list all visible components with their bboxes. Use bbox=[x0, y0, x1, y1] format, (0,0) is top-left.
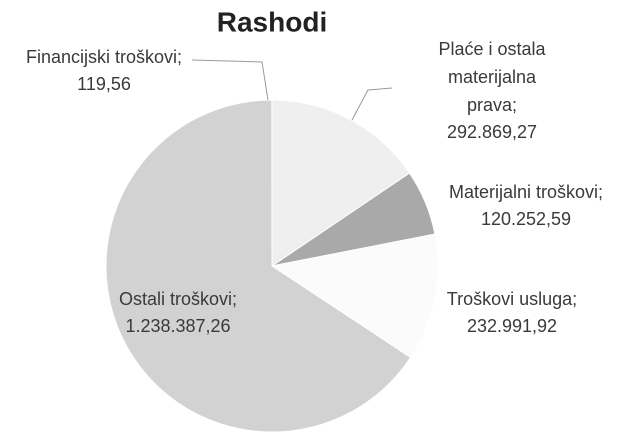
data-label: Financijski troškovi; 119,56 bbox=[26, 47, 182, 94]
value-label: 292.869,27 bbox=[447, 122, 537, 142]
value-label: 1.238.387,26 bbox=[125, 316, 230, 336]
label-line: Ostali troškovi; bbox=[119, 289, 237, 309]
pie bbox=[105, 99, 439, 433]
chart-title: Rashodi bbox=[217, 6, 327, 37]
data-label: Materijalni troškovi; 120.252,59 bbox=[449, 182, 603, 229]
category-label: Financijski troškovi; bbox=[26, 47, 182, 67]
pie-slice bbox=[270, 233, 439, 359]
data-label: Ostali troškovi; 1.238.387,26 bbox=[119, 289, 237, 336]
value-label: 119,56 bbox=[77, 74, 131, 94]
label-line: materijalna bbox=[448, 67, 537, 87]
label-line: Plaće i ostala bbox=[438, 39, 546, 59]
leader-line bbox=[191, 59, 269, 101]
value-label: 232.991,92 bbox=[467, 316, 557, 336]
leader-line bbox=[351, 87, 393, 121]
category-label: Materijalni troškovi; bbox=[449, 182, 603, 202]
label-line: Financijski troškovi; bbox=[26, 47, 182, 67]
data-label: Troškovi usluga; 232.991,92 bbox=[447, 289, 577, 336]
label-line: prava; bbox=[467, 95, 517, 115]
category-label: Troškovi usluga; bbox=[447, 289, 577, 309]
pie-slice bbox=[105, 99, 412, 433]
category-label: Ostali troškovi; bbox=[119, 289, 237, 309]
data-labels: Plaće i ostala materijalna prava; 292.869,2… bbox=[26, 39, 603, 336]
label-line: Troškovi usluga; bbox=[447, 289, 577, 309]
pie-slice bbox=[271, 99, 411, 267]
label-line: Materijalni troškovi; bbox=[449, 182, 603, 202]
value-label: 120.252,59 bbox=[481, 209, 571, 229]
data-label: Plaće i ostala materijalna prava; 292.869,2… bbox=[438, 39, 546, 142]
category-label: Plaće i ostala materijalna prava; bbox=[438, 39, 546, 115]
